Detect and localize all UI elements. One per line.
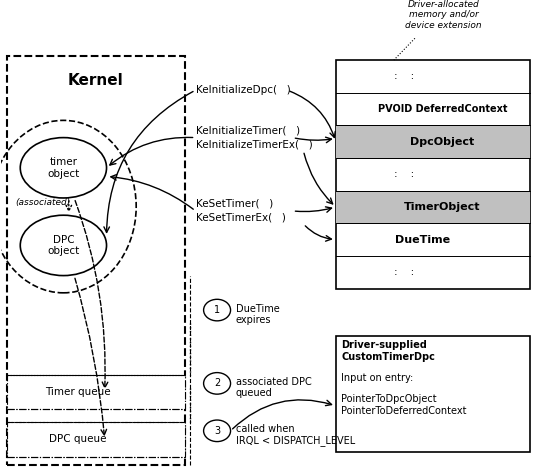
Text: timer
object: timer object: [47, 157, 80, 179]
Text: DpcObject: DpcObject: [410, 137, 475, 146]
Text: associated DPC
queued: associated DPC queued: [236, 377, 312, 398]
Text: PVOID DeferredContext: PVOID DeferredContext: [378, 104, 507, 114]
Text: 1: 1: [214, 305, 220, 315]
Bar: [335, 336, 530, 452]
Bar: [335, 191, 530, 223]
Ellipse shape: [20, 138, 107, 198]
Text: called when
IRQL < DISPATCH_LEVEL: called when IRQL < DISPATCH_LEVEL: [236, 424, 355, 447]
Text: Driver-supplied
CustomTimerDpc: Driver-supplied CustomTimerDpc: [341, 340, 435, 362]
Bar: [335, 60, 530, 289]
Text: Input on entry:: Input on entry:: [341, 373, 414, 382]
Text: :    :: : :: [393, 267, 414, 277]
Circle shape: [204, 373, 230, 394]
Circle shape: [204, 299, 230, 321]
Text: TimerObject: TimerObject: [404, 202, 481, 212]
Text: DueTime
expires: DueTime expires: [236, 304, 280, 325]
Text: Driver-allocated
memory and/or
device extension: Driver-allocated memory and/or device ex…: [405, 0, 482, 30]
Ellipse shape: [20, 215, 107, 276]
Bar: [335, 125, 530, 158]
Text: Timer queue: Timer queue: [45, 387, 111, 397]
Text: :    :: : :: [393, 169, 414, 179]
FancyBboxPatch shape: [7, 56, 185, 465]
Text: DPC
object: DPC object: [47, 235, 80, 256]
Circle shape: [204, 420, 230, 442]
Text: :    :: : :: [393, 71, 414, 81]
Text: 3: 3: [214, 426, 220, 436]
Text: PointerToDpcObject
PointerToDeferredContext: PointerToDpcObject PointerToDeferredCont…: [341, 394, 467, 416]
Text: KeInitializeTimer(   )
KeInitializeTimerEx(   ): KeInitializeTimer( ) KeInitializeTimerEx…: [196, 126, 312, 150]
Text: Kernel: Kernel: [68, 73, 124, 88]
Text: DPC queue: DPC queue: [49, 434, 107, 445]
Text: DueTime: DueTime: [396, 235, 450, 244]
FancyBboxPatch shape: [7, 422, 185, 457]
Text: 2: 2: [214, 378, 220, 389]
Text: KeInitializeDpc(   ): KeInitializeDpc( ): [196, 85, 291, 95]
Text: (associated): (associated): [15, 198, 70, 207]
FancyBboxPatch shape: [7, 375, 185, 409]
Text: KeSetTimer(   )
KeSetTimerEx(   ): KeSetTimer( ) KeSetTimerEx( ): [196, 199, 286, 223]
